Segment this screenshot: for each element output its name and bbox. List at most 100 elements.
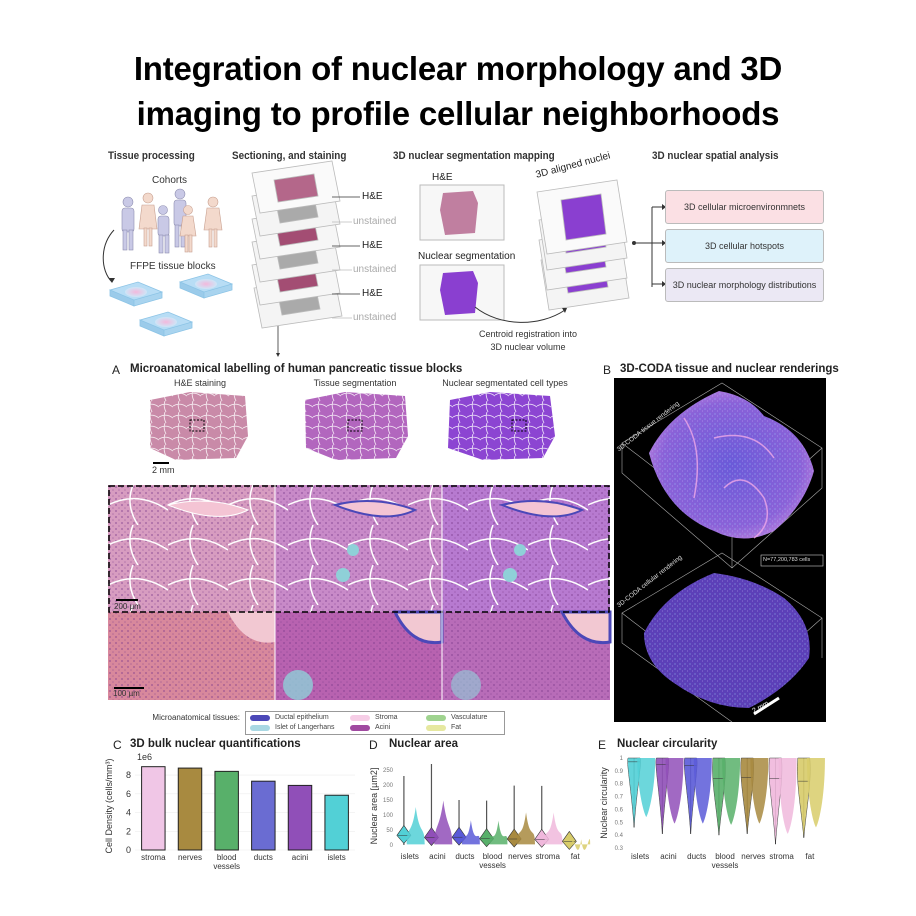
y-tick-label: 6 [126,789,131,799]
sectioning-header: Sectioning, and staining [232,150,347,162]
ffpe-blocks-graphic [102,229,234,337]
multiplier-label: 1e6 [137,752,152,762]
legend-item: Vasculature [426,714,487,722]
x-tick-label: blood vessels [711,852,739,870]
legend-item-label: Ductal epithelium [275,714,329,721]
violin-chart-d: 0 50 100 150 200 250 Nuclear area [µm2] [369,764,591,850]
cell-count-label: N=77,200,783 cells [763,557,811,563]
registration-label-1: Centroid registration into [478,329,578,339]
stain-label: H&E [362,191,383,202]
bar-nerves [177,767,203,851]
morphology-distributions-box: 3D nuclear morphology distributions [665,268,824,302]
legend-item-label: Stroma [375,714,398,721]
registration-arrow [474,306,567,323]
x-tick-label: ducts [253,853,273,862]
tissue-legend: Ductal epithelium Islet of Langerhans Stro… [245,711,505,735]
cohort-people-icon [121,188,223,254]
registration-label-2: 3D nuclear volume [490,342,566,352]
y-tick-label: 150 [383,798,394,804]
y-tick-label: 0.4 [615,833,624,839]
y-tick-label: 250 [383,768,394,774]
legend-item: Islet of Langerhans [250,724,335,732]
x-tick-label: blood vessels [479,852,506,870]
bar-islets [324,794,349,851]
x-tick-label: blood vessels [213,853,240,871]
scatter-cloud-nerves [750,758,769,824]
y-tick-label: 0.7 [615,795,624,801]
legend-swatch [426,725,446,731]
segmentation-slides [419,184,505,321]
cell-types-thumbnail [448,392,555,460]
legend-item-label: Islet of Langerhans [275,724,335,731]
y-tick-label: 1 [620,756,624,762]
scale-100um: 100 µm [113,689,140,698]
stain-label: unstained [353,312,397,323]
panel-e-letter: E [598,738,607,752]
panel-c-title: 3D bulk nuclear quantifications [130,738,301,750]
figure-title-line1: Integration of nuclear morphology and 3D [133,50,783,87]
panel-e-title: Nuclear circularity [617,738,718,750]
zoomed-tissue-panels [108,485,612,700]
he-staining-label: H&E staining [173,378,227,388]
ffpe-blocks-label: FFPE tissue blocks [130,261,216,272]
panel-a-title: Microanatomical labelling of human pancr… [130,363,463,375]
segmentation-thumbnail [305,392,408,460]
scatter-cloud-acini [665,758,684,824]
y-axis-label: Nuclear area [µm2] [369,768,379,845]
aligned-nuclei-stack [536,179,630,311]
hotspots-box: 3D cellular hotspots [665,229,824,263]
microenvironments-box: 3D cellular microenvironmnets [665,190,824,224]
y-tick-label: 0.6 [615,807,624,813]
y-tick-label: 0.9 [615,769,624,775]
scatter-cloud-islets [637,758,656,818]
panel-b-letter: B [603,363,612,377]
scatter-cloud-ducts [693,758,712,824]
y-tick-label: 4 [126,808,131,818]
scatter-cloud-blood-vessels [722,758,741,825]
y-tick-label: 0.8 [615,782,624,788]
x-tick-label: fat [570,852,580,861]
x-tick-label: acini [660,852,677,861]
panel-b-title: 3D-CODA tissue and nuclear renderings [620,363,839,375]
y-tick-label: 8 [126,770,131,780]
legend-swatch [426,715,446,721]
section-stack-graphic [251,160,343,357]
x-tick-label: acini [429,852,446,861]
y-axis-label: Nuclear circularity [599,767,609,839]
y-tick-label: 2 [126,826,131,836]
scatter-cloud-islets [406,807,425,845]
scatter-cloud-acini [434,800,453,845]
legend-item-label: Acini [375,724,391,731]
legend-item: Acini [350,724,390,732]
scatter-cloud-ducts [461,820,480,845]
scatter-cloud-stroma [778,758,797,834]
panel-a-letter: A [112,363,121,377]
cohorts-label: Cohorts [152,175,188,186]
legend-swatch [250,715,270,721]
nuclear-segmentation-label: Nuclear segmentation [418,251,516,262]
figure-title-line2: imaging to profile cellular neighborhood… [136,95,780,132]
scatter-cloud-fat [806,758,825,828]
legend-swatch [350,715,370,721]
tissue-processing-header: Tissue processing [108,150,195,162]
legend-item: Stroma [350,714,398,722]
scatter-cloud-fat [572,839,591,850]
x-tick-label: islets [400,852,419,861]
legend-item: Ductal epithelium [250,714,329,722]
x-tick-label: nerves [508,852,533,861]
scale-200um: 200 µm [114,602,141,611]
legend-swatch [250,725,270,731]
x-tick-label: islets [631,852,650,861]
scatter-cloud-blood-vessels [489,820,508,845]
bar-chart-c: 0 2 4 6 8 1e6 Cell Density (cells/mm³) [104,752,355,855]
legend-swatch [350,725,370,731]
bar-ducts [251,780,276,851]
nuclear-cell-types-label: Nuclear segmentated cell types [442,378,568,388]
scale-2mm: 2 mm [152,465,175,475]
bar-stroma [141,766,166,851]
tissue-segmentation-label: Tissue segmentation [313,378,397,388]
x-tick-label: stroma [769,852,794,861]
legend-item-label: Fat [451,724,462,731]
spatial-analysis-header: 3D nuclear spatial analysis [652,150,779,162]
bar-blood-vessels [214,770,239,851]
